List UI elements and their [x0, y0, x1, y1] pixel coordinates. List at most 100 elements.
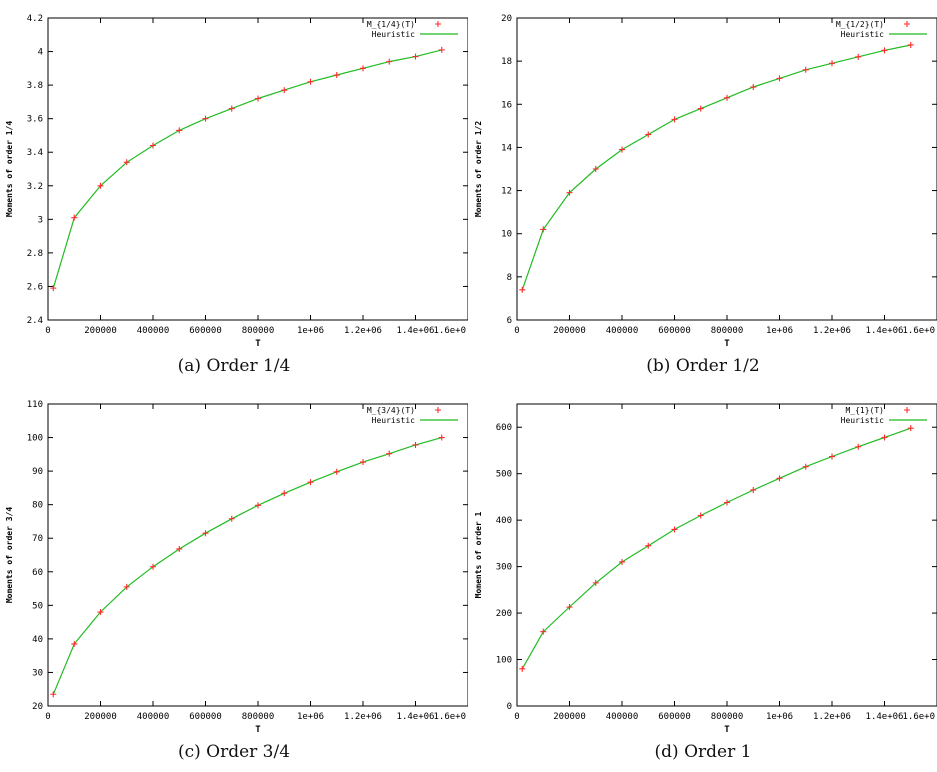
- chart-a: 0 200000 400000 600000 800000 1e+06 1.2e+06 1.4…: [5, 14, 468, 349]
- x-tick-label: 200000: [553, 326, 586, 336]
- y-tick-label: 300: [496, 563, 512, 573]
- data-point-marker: [71, 640, 78, 647]
- x-tick-label: 400000: [606, 326, 639, 336]
- plot-frame: [47, 17, 468, 321]
- data-point-marker: [386, 450, 393, 457]
- data-point-marker: [802, 463, 809, 470]
- y-tick-label: 20: [32, 702, 43, 712]
- data-point-marker: [724, 94, 730, 101]
- x-tick-label: 0: [45, 326, 50, 336]
- x-tick-label: 1e+06: [297, 712, 324, 722]
- data-point-marker: [333, 468, 340, 475]
- data-point-marker: [255, 95, 261, 102]
- data-point-marker: [281, 490, 288, 497]
- x-tick-label: 600000: [658, 712, 691, 722]
- legend-label-points: M_{1/4}(T): [367, 20, 415, 29]
- x-tick-label: 1.2e+06: [813, 326, 851, 336]
- y-tick-label: 2.8: [27, 249, 43, 259]
- legend-label-heuristic: Heuristic: [372, 416, 416, 425]
- x-tick-label: 0: [45, 712, 50, 722]
- x-axis-label: T: [255, 725, 261, 735]
- data-point-marker: [123, 583, 130, 590]
- data-point-marker: [619, 146, 625, 153]
- plot-frame: [516, 17, 937, 321]
- y-tick-label: 30: [32, 668, 43, 678]
- data-point-marker: [228, 105, 235, 112]
- legend-label-points: M_{1/2}(T): [836, 20, 884, 29]
- data-point-marker: [540, 628, 547, 635]
- data-point-marker: [386, 58, 393, 65]
- x-tick-label: 800000: [242, 712, 275, 722]
- data-point-marker: [750, 486, 757, 493]
- data-point-marker: [566, 604, 573, 611]
- y-tick-label: 8: [507, 273, 512, 283]
- y-tick-label: 40: [32, 635, 43, 645]
- data-point-marker: [255, 502, 261, 509]
- y-tick-label: 100: [496, 656, 512, 666]
- x-tick-label: 800000: [242, 326, 275, 336]
- data-point-marker: [360, 459, 366, 466]
- data-point-marker: [697, 105, 704, 112]
- data-point-marker: [645, 542, 652, 549]
- data-point-marker: [150, 142, 156, 149]
- data-point-marker: [724, 499, 730, 506]
- data-point-marker: [307, 78, 314, 85]
- chart-c: 0 200000 400000 600000 800000 1e+06 1.2e+06 1.4…: [5, 400, 468, 735]
- y-tick-label: 2.6: [27, 282, 43, 292]
- chart-caption-a: (a) Order 1/4: [177, 356, 291, 376]
- y-tick-label: 0: [507, 702, 512, 712]
- data-point-marker: [671, 526, 678, 533]
- y-axis-label: Moments of order 3/4: [5, 507, 14, 604]
- y-axis-label: Moments of order 1/4: [5, 121, 14, 218]
- data-point-marker: [855, 443, 862, 450]
- data-point-marker: [592, 166, 599, 172]
- data-point-marker: [592, 579, 599, 586]
- x-axis-label: T: [255, 339, 261, 349]
- x-tick-label: 1.4e+06: [397, 712, 435, 722]
- y-tick-label: 400: [496, 516, 512, 526]
- data-point-marker: [776, 75, 783, 82]
- chart-panel-a: 0 200000 400000 600000 800000 1e+06 1.2e+06 1.4…: [0, 0, 468, 386]
- x-axis-label: T: [724, 339, 730, 349]
- legend-marker-points: [904, 21, 910, 27]
- data-point-marker: [829, 453, 835, 460]
- y-tick-label: 14: [501, 143, 512, 153]
- data-point-marker: [776, 475, 783, 482]
- data-point-marker: [540, 226, 547, 233]
- x-tick-label: 1.2e+06: [344, 326, 382, 336]
- y-tick-label: 80: [32, 501, 43, 511]
- data-point-marker: [671, 116, 678, 123]
- legend-label-points: M_{3/4}(T): [367, 406, 415, 415]
- data-point-marker: [645, 131, 652, 138]
- y-tick-label: 3.6: [27, 115, 43, 125]
- plot-frame: [516, 403, 937, 707]
- y-tick-label: 100: [27, 434, 43, 444]
- data-point-marker: [202, 530, 209, 537]
- y-tick-label: 70: [32, 534, 43, 544]
- data-point-marker: [438, 434, 445, 441]
- data-point-marker: [71, 214, 78, 221]
- x-tick-label: 1.6e+0: [433, 326, 466, 336]
- x-tick-label: 200000: [84, 712, 117, 722]
- data-point-marker: [412, 441, 419, 448]
- series-line-heuristic: [521, 427, 912, 670]
- data-point-marker: [829, 60, 835, 67]
- data-point-marker: [438, 46, 445, 53]
- y-tick-label: 4: [38, 48, 43, 58]
- y-tick-label: 90: [32, 467, 43, 477]
- chart-panel-d: 0 200000 400000 600000 800000 1e+06 1.2e+06 1.4…: [469, 386, 937, 772]
- y-tick-label: 16: [501, 100, 512, 110]
- data-point-marker: [123, 159, 130, 166]
- series-line-heuristic: [52, 49, 442, 289]
- x-tick-label: 400000: [137, 712, 170, 722]
- x-axis-label: T: [724, 725, 730, 735]
- data-point-marker: [281, 87, 288, 94]
- data-point-marker: [228, 515, 235, 522]
- chart-panel-b: 0 200000 400000 600000 800000 1e+06 1.2e+06 1.4…: [469, 0, 937, 386]
- y-tick-label: 3.2: [27, 182, 43, 192]
- data-point-marker: [750, 84, 757, 91]
- data-point-marker: [519, 665, 526, 672]
- legend-marker-points: [435, 21, 441, 27]
- x-tick-label: 1.4e+06: [866, 712, 904, 722]
- data-point-marker: [176, 545, 183, 552]
